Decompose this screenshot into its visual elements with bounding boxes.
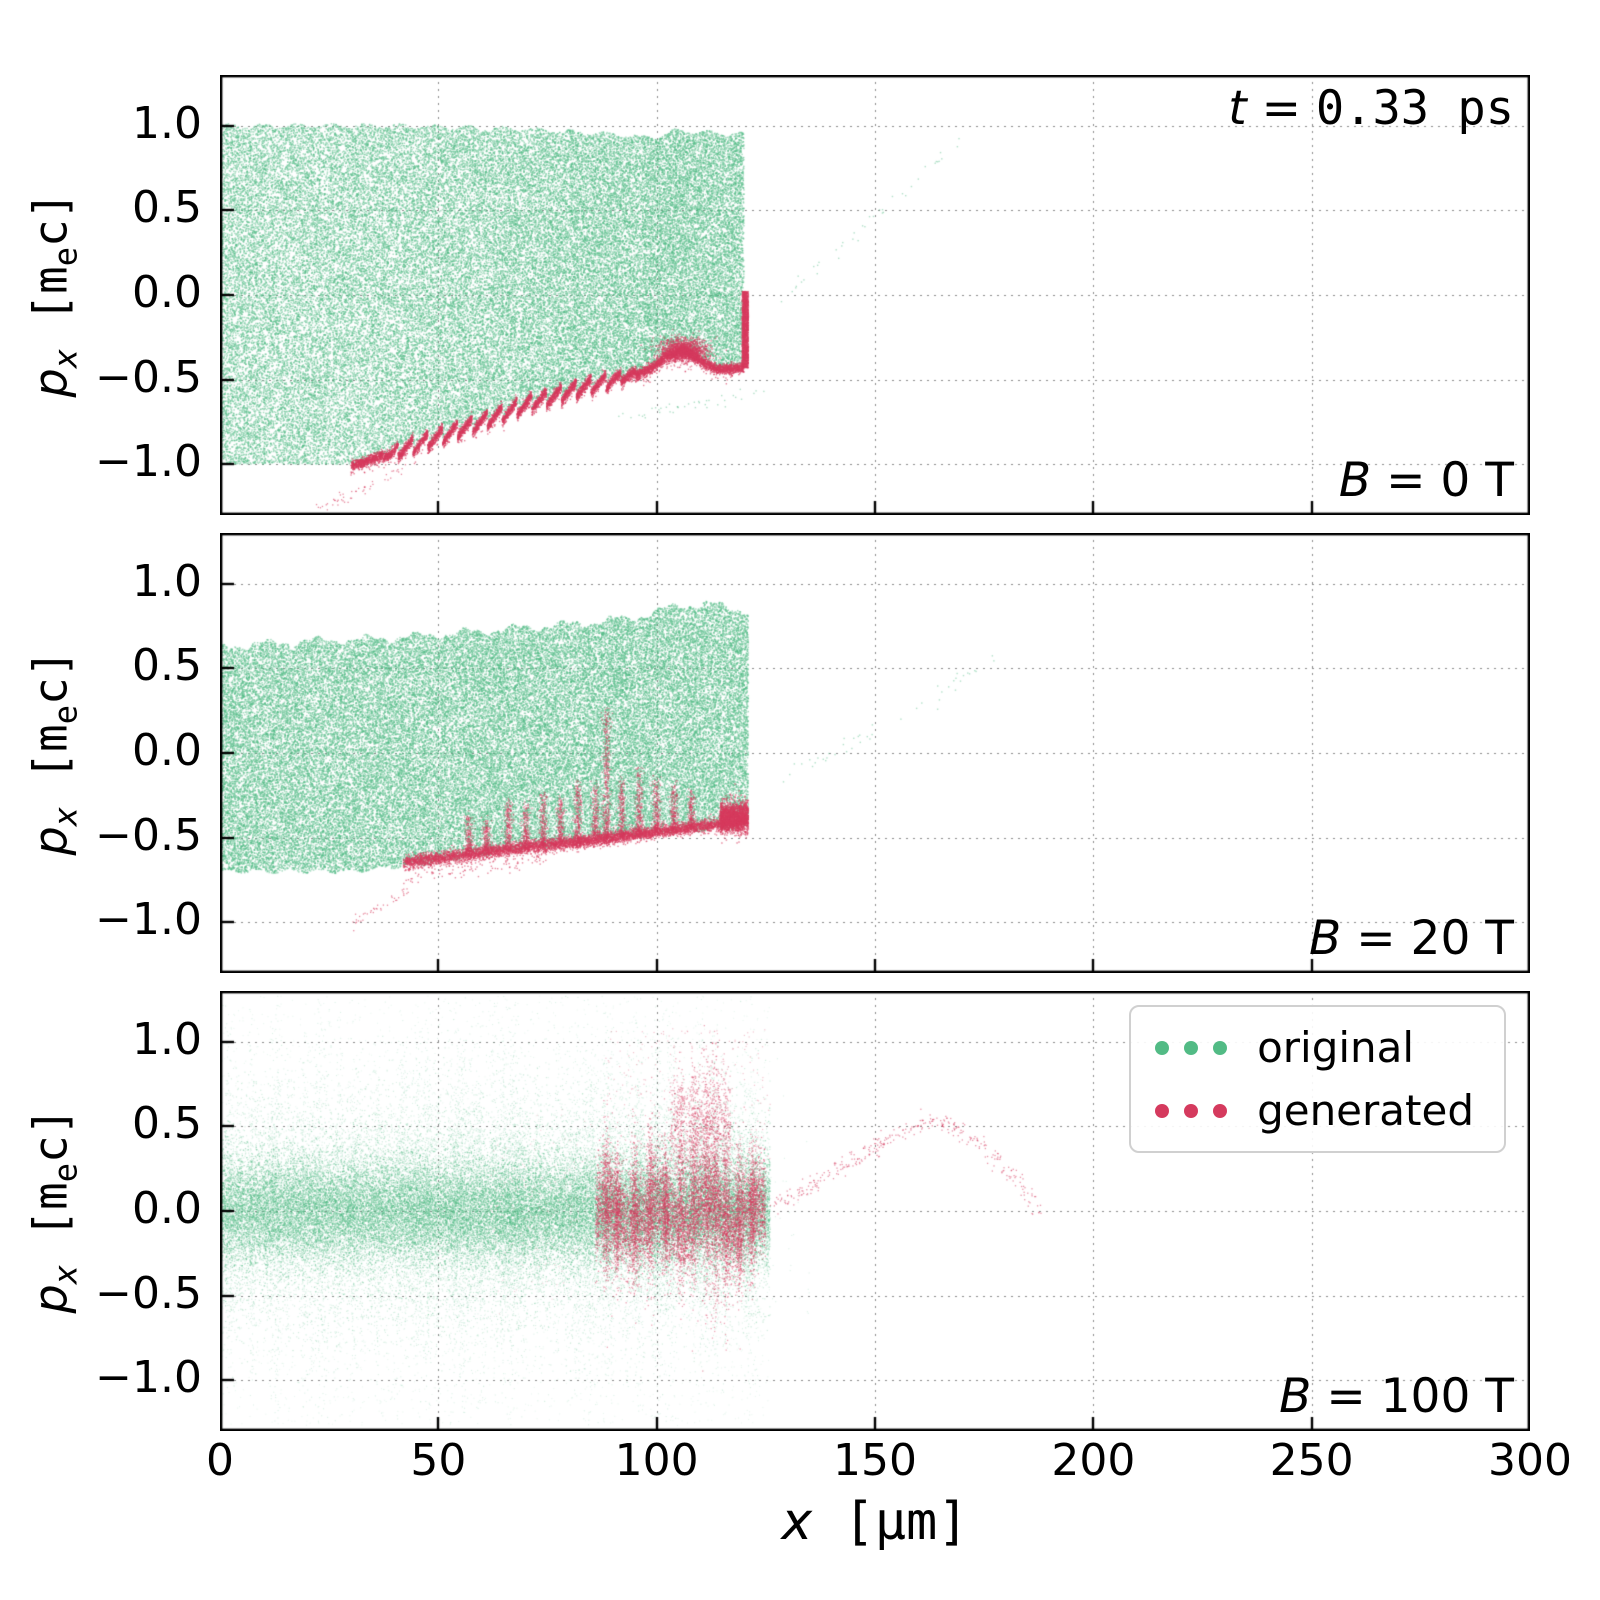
legend-label-generated: generated	[1257, 1086, 1474, 1135]
y-tick-label: −0.5	[95, 351, 202, 403]
y-tick-label: −0.5	[95, 809, 202, 861]
field-annotation-b100: B = 100 T	[1279, 1369, 1514, 1425]
x-tick-label: 200	[1051, 1435, 1136, 1486]
y-tick-label: 1.0	[132, 1013, 202, 1065]
y-tick-label: 0.5	[132, 640, 202, 692]
legend-label-original: original	[1257, 1023, 1415, 1072]
panel-b-0t: px [mec] t = 0.33 ps B = 0 T 1.0 0.5 0.0 −0…	[23, 75, 1530, 515]
y-tick-label: 0.0	[132, 267, 202, 318]
y-tick-label: 1.0	[132, 97, 202, 149]
y-tick-label: 0.5	[132, 1098, 202, 1150]
y-tick-label: 0.5	[132, 182, 202, 234]
scatter-plot-b20t	[220, 533, 1530, 973]
x-axis-label: x [μm]	[781, 1492, 969, 1552]
generated-dot-icon	[1155, 1103, 1170, 1118]
x-tick-label: 250	[1269, 1435, 1354, 1486]
original-dot-icon	[1213, 1040, 1228, 1055]
original-dot-icon	[1155, 1040, 1170, 1055]
x-tick-label: 100	[614, 1435, 699, 1486]
y-tick-label: −1.0	[95, 436, 202, 488]
legend-marker-generated	[1155, 1103, 1228, 1118]
legend-marker-original	[1155, 1040, 1228, 1055]
original-dot-icon	[1184, 1040, 1199, 1055]
legend: original generated	[1129, 1005, 1506, 1153]
y-tick-label: 0.0	[132, 1183, 202, 1234]
generated-dot-icon	[1213, 1103, 1228, 1118]
field-annotation-b20: B = 20 T	[1309, 911, 1514, 967]
x-tick-label: 50	[410, 1435, 467, 1486]
panel-b-20t: px [mec] B = 20 T 1.0 0.5 0.0 −0.5 −1.0	[23, 533, 1530, 973]
y-tick-label: 1.0	[132, 555, 202, 607]
time-annotation: t = 0.33 ps	[1228, 81, 1514, 136]
legend-item-original: original	[1155, 1023, 1474, 1072]
x-tick-label: 300	[1488, 1435, 1572, 1486]
legend-item-generated: generated	[1155, 1086, 1474, 1135]
y-tick-label: −1.0	[95, 1352, 202, 1404]
y-tick-label: −0.5	[95, 1267, 202, 1319]
generated-dot-icon	[1184, 1103, 1199, 1118]
panel-b-100t: px [mec] original generated B = 100	[23, 991, 1530, 1431]
y-tick-label: −1.0	[95, 894, 202, 946]
scatter-plot-b0t	[220, 75, 1530, 515]
x-tick-label: 150	[833, 1435, 917, 1486]
y-tick-label: 0.0	[132, 725, 202, 776]
field-annotation-b0: B = 0 T	[1338, 453, 1514, 509]
x-tick-label: 0	[206, 1435, 234, 1486]
